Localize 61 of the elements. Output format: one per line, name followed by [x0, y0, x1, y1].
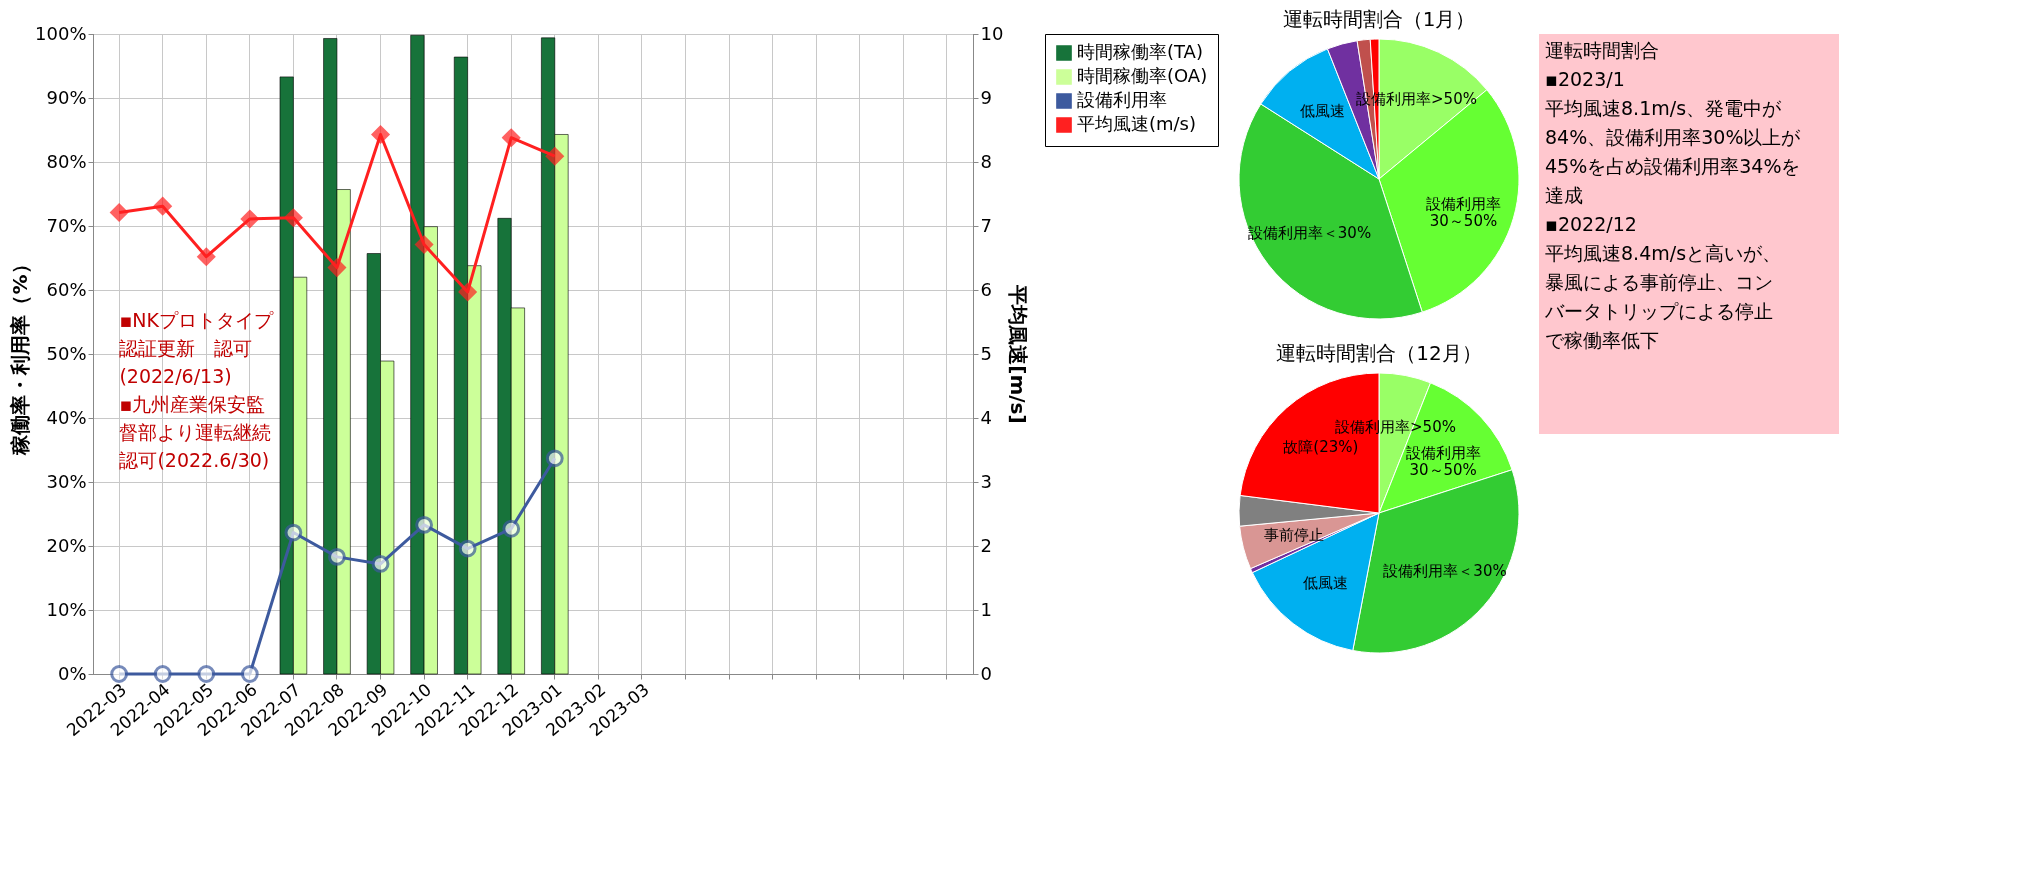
- point: [197, 247, 216, 266]
- point: [371, 555, 390, 573]
- slice-label: 設備利用率 30～50%: [1426, 194, 1502, 230]
- y-tick-label: 20%: [46, 534, 87, 556]
- y2-tick-label: 1: [980, 598, 992, 620]
- point: [328, 547, 346, 566]
- point: [153, 665, 172, 683]
- y2-tick-label: 7: [980, 214, 992, 236]
- legend-label: 時間稼働率(OA): [1077, 65, 1208, 86]
- y-tick-label: 90%: [46, 86, 87, 108]
- point: [415, 515, 434, 534]
- y2-tick-label: 6: [980, 278, 992, 300]
- point: [458, 539, 477, 558]
- y2-tick-label: 9: [980, 86, 992, 108]
- y-tick-label: 100%: [35, 22, 87, 44]
- point: [502, 519, 521, 538]
- point: [328, 258, 346, 277]
- point: [371, 125, 390, 144]
- slice-label: 低風速: [1302, 573, 1348, 592]
- y-tick-label: 30%: [46, 470, 87, 492]
- y-tick-label: 70%: [46, 214, 87, 236]
- y2-tick-label: 4: [980, 406, 992, 428]
- y-tick-label: 10%: [46, 598, 87, 620]
- point: [284, 523, 303, 542]
- slice-label: 故障(23%): [1283, 437, 1359, 456]
- y2-tick-label: 5: [980, 342, 992, 364]
- slice-label: 設備利用率 30～50%: [1405, 443, 1481, 479]
- point: [197, 665, 216, 683]
- legend-label: 時間稼働率(TA): [1077, 41, 1203, 62]
- point: [110, 203, 129, 222]
- point: [240, 210, 259, 228]
- point: [153, 197, 172, 216]
- y2-tick-label: 3: [980, 470, 992, 492]
- annotation: ▪NKプロトタイプ認証更新 認可(2022/6/13) ▪九州産業保安監督部より運転継続認可(2022.6/30): [119, 309, 274, 472]
- chart-title: 運転時間割合（12月）: [1276, 341, 1482, 365]
- text: 運転時間割合 ▪2023/1 平均風速8.1m/s、発電中が84%、設備利用率30%以上が45%を占め設備利用率34%を達成 ▪2022/12 平均風速8.4m/sと高いが、暴風による事前停止、コンバータトリップによる停止で稼働率低下: [1545, 39, 1801, 351]
- point: [110, 665, 129, 683]
- slice-label: 設備利用率＜30%: [1383, 562, 1507, 581]
- point: [284, 208, 303, 227]
- point: [545, 449, 564, 468]
- y-tick-label: 50%: [46, 342, 87, 364]
- point: [240, 665, 259, 683]
- y2-axis-title: 平均風速[m/s]: [1006, 284, 1031, 424]
- y-tick-label: 60%: [46, 278, 87, 300]
- y-tick-label: 40%: [46, 406, 87, 428]
- slice-label: 事前停止: [1263, 525, 1324, 544]
- slice-label: 低風速: [1300, 102, 1346, 121]
- point: [545, 147, 564, 166]
- y2-tick-label: 8: [980, 150, 992, 172]
- y-axis-title: 稼働率・利用率（%）: [8, 254, 33, 456]
- y2-tick-label: 2: [980, 534, 992, 556]
- y-tick-label: 0%: [57, 662, 87, 684]
- legend-label: 平均風速(m/s): [1077, 113, 1197, 134]
- legend-label: 設備利用率: [1077, 89, 1167, 110]
- point: [502, 128, 521, 147]
- y2-tick-label: 0: [980, 662, 992, 684]
- point: [458, 283, 477, 301]
- chart-title: 運転時間割合（1月）: [1282, 7, 1476, 31]
- point: [415, 235, 434, 254]
- y-tick-label: 80%: [46, 150, 87, 172]
- y2-tick-label: 10: [980, 22, 1004, 44]
